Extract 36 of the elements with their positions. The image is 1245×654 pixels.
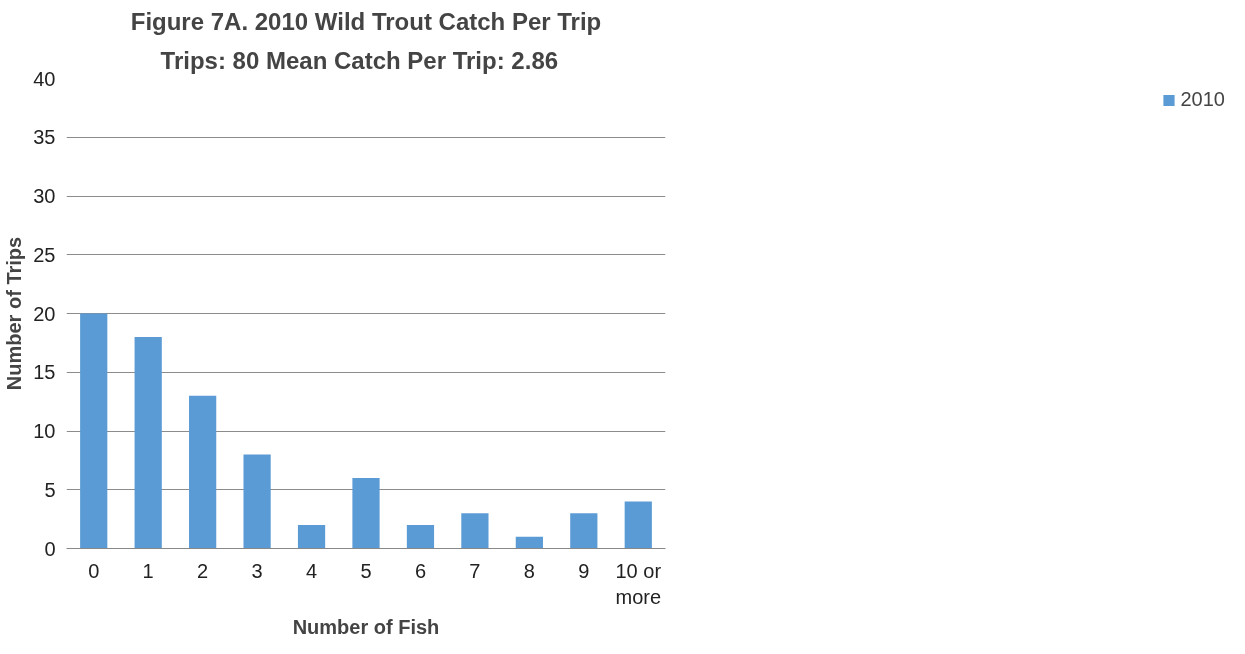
chart-subtitle: Trips: 80 Mean Catch Per Trip: 2.86 (160, 46, 559, 74)
y-tick-label: 30 (33, 185, 56, 207)
bar (461, 513, 489, 549)
bar (624, 501, 652, 549)
x-tick-label: 10 or more (615, 559, 662, 608)
y-tick-label: 20 (33, 302, 56, 325)
bar (243, 454, 271, 549)
y-tick-label: 10 (33, 420, 56, 442)
y-tick-label: 35 (33, 126, 56, 149)
x-axis-title: Number of Fish (292, 615, 440, 638)
x-tick-label: 5 (360, 559, 372, 582)
x-tick-label: 7 (469, 559, 481, 582)
x-tick-label: 8 (523, 559, 535, 582)
y-tick-label: 40 (33, 67, 56, 90)
x-tick-label: 4 (305, 559, 318, 582)
bar (134, 337, 162, 549)
bar (570, 513, 598, 549)
bar (80, 313, 108, 549)
y-axis-title: Number of Trips (3, 236, 26, 391)
x-tick-label: 6 (414, 559, 427, 582)
y-tick-label: 5 (44, 478, 56, 501)
bar (352, 478, 380, 549)
x-tick-label: 2 (197, 559, 209, 582)
bar (189, 395, 217, 549)
legend-label: 2010 (1180, 88, 1225, 111)
y-tick-label: 15 (33, 361, 56, 384)
bar (515, 536, 543, 549)
x-tick-label: 0 (88, 559, 100, 582)
y-tick-label: 25 (33, 243, 56, 266)
bar (406, 525, 435, 549)
y-tick-label: 0 (44, 537, 56, 560)
x-tick-label: 9 (578, 559, 590, 582)
x-tick-label: 1 (142, 559, 154, 582)
chart-title: Figure 7A. 2010 Wild Trout Catch Per Trip (130, 7, 602, 35)
x-tick-label: 3 (251, 559, 263, 582)
bar (297, 525, 326, 549)
